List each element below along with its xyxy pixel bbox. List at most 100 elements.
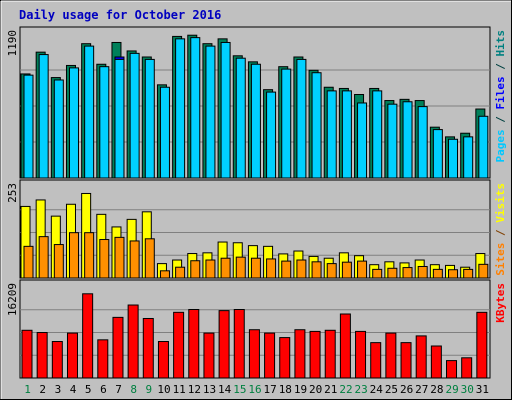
bar-sites-day-22: [341, 261, 352, 279]
legend-part: Hits: [494, 30, 507, 57]
x-tick-label-25: 25: [385, 383, 398, 396]
x-tick-label-21: 21: [324, 383, 337, 396]
bar-sites-day-23: [357, 260, 368, 279]
x-tick-label-23: 23: [355, 383, 368, 396]
bar-kbytes-day-26: [400, 342, 412, 379]
bar-sites-day-28: [432, 268, 443, 279]
bar-kbytes-day-27: [415, 335, 427, 379]
bar-sites-day-3: [53, 244, 64, 279]
legend-part: /: [494, 223, 507, 243]
bar-kbytes-day-13: [203, 332, 215, 379]
bar-sites-day-25: [387, 267, 398, 279]
x-tick-label-30: 30: [461, 383, 474, 396]
panel-visits-sites-legend: Sites / Visits: [494, 183, 507, 276]
bar-kbytes-day-29: [446, 360, 458, 379]
x-tick-label-12: 12: [188, 383, 201, 396]
bar-kbytes-day-24: [370, 342, 382, 379]
bar-sites-day-13: [205, 259, 216, 279]
bar-pages-day-12: [190, 37, 201, 179]
panel-visits-sites-ymax-label: 253: [6, 183, 19, 203]
bar-sites-day-1: [23, 245, 34, 279]
x-tick-label-13: 13: [203, 383, 216, 396]
bar-pages-day-30: [463, 136, 474, 179]
bar-sites-day-16: [250, 257, 261, 279]
bar-sites-day-10: [159, 270, 170, 279]
bar-kbytes-day-10: [157, 341, 169, 379]
bar-sites-day-7: [114, 236, 125, 279]
bar-pages-day-2: [38, 54, 49, 179]
bar-sites-day-29: [448, 269, 459, 279]
x-tick-label-24: 24: [370, 383, 384, 396]
bar-kbytes-day-5: [82, 293, 94, 379]
bar-pages-day-10: [159, 86, 170, 179]
bar-kbytes-day-28: [430, 345, 442, 379]
bar-sites-day-24: [372, 268, 383, 279]
bar-pages-day-31: [478, 115, 489, 179]
x-tick-label-7: 7: [115, 383, 122, 396]
bar-kbytes-day-18: [279, 337, 291, 379]
x-tick-label-28: 28: [430, 383, 443, 396]
bar-pages-day-11: [175, 38, 186, 179]
legend-part: /: [494, 57, 507, 77]
bar-pages-day-4: [68, 67, 79, 179]
bar-pages-day-26: [402, 101, 413, 179]
bar-kbytes-day-11: [173, 311, 185, 379]
bar-sites-day-12: [190, 260, 201, 279]
x-tick-label-10: 10: [157, 383, 170, 396]
legend-part: Visits: [494, 183, 507, 223]
bar-kbytes-day-15: [233, 309, 245, 379]
x-tick-label-29: 29: [445, 383, 458, 396]
bar-pages-day-15: [235, 57, 246, 179]
bar-kbytes-day-7: [112, 316, 124, 379]
bar-pages-day-9: [144, 58, 155, 179]
x-tick-label-6: 6: [100, 383, 107, 396]
bar-pages-day-6: [99, 66, 110, 179]
bar-pages-day-14: [220, 41, 231, 179]
bar-sites-day-18: [281, 260, 292, 279]
x-tick-label-4: 4: [70, 383, 77, 396]
bar-sites-day-2: [38, 236, 49, 279]
x-tick-label-3: 3: [55, 383, 62, 396]
bar-kbytes-day-9: [142, 317, 154, 379]
x-tick-label-9: 9: [146, 383, 153, 396]
bar-kbytes-day-16: [248, 329, 260, 379]
bar-kbytes-day-12: [188, 309, 200, 379]
bar-pages-day-5: [84, 45, 95, 179]
panel-hits-files-pages-legend: Pages / Files / Hits: [494, 30, 507, 163]
bar-kbytes-day-30: [461, 357, 473, 379]
x-tick-label-26: 26: [400, 383, 413, 396]
panel-hits-files-pages-ymax-label: 1190: [6, 30, 19, 57]
x-tick-label-2: 2: [39, 383, 46, 396]
bar-kbytes-day-23: [355, 330, 367, 379]
bar-kbytes-day-4: [66, 332, 78, 379]
legend-part: Files: [494, 76, 507, 109]
bar-kbytes-day-17: [264, 332, 276, 379]
bar-pages-day-20: [311, 72, 322, 179]
bar-sites-day-9: [144, 238, 155, 279]
bar-sites-day-14: [220, 257, 231, 279]
bar-sites-day-5: [84, 232, 95, 279]
bar-pages-day-7: [114, 58, 125, 179]
bar-sites-day-26: [402, 267, 413, 279]
legend-part: Sites: [494, 243, 507, 276]
panel-kbytes-legend: KBytes: [494, 283, 507, 323]
bar-kbytes-day-21: [324, 329, 336, 379]
bar-pages-day-8: [129, 52, 140, 179]
legend-part: KBytes: [494, 283, 507, 323]
bar-sites-day-8: [129, 240, 140, 279]
bar-pages-day-21: [326, 90, 337, 179]
x-tick-label-19: 19: [294, 383, 307, 396]
bar-kbytes-day-25: [385, 332, 397, 379]
x-tick-label-16: 16: [248, 383, 261, 396]
bar-sites-day-31: [478, 263, 489, 279]
x-tick-label-20: 20: [309, 383, 322, 396]
bar-sites-day-27: [417, 265, 428, 279]
bar-pages-day-18: [281, 68, 292, 179]
x-tick-label-8: 8: [130, 383, 137, 396]
bar-sites-day-30: [463, 268, 474, 279]
bar-pages-day-13: [205, 45, 216, 179]
bar-pages-day-28: [432, 129, 443, 179]
bar-pages-day-24: [372, 90, 383, 179]
